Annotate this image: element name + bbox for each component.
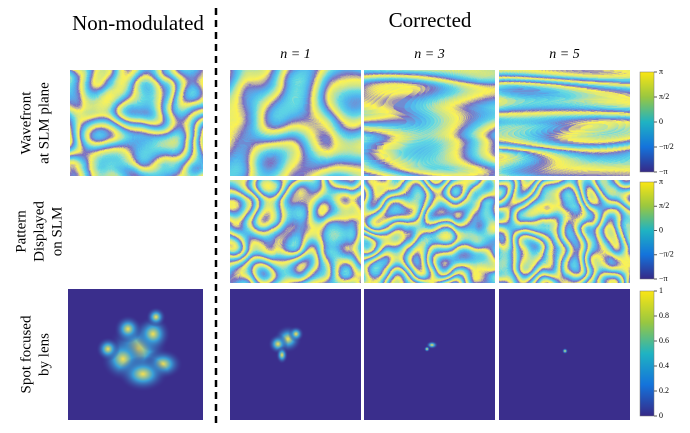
column-label: n = 3 — [414, 47, 444, 62]
phase-map — [364, 70, 495, 176]
spot — [562, 348, 568, 354]
phase-map — [499, 180, 630, 283]
spot — [96, 337, 120, 361]
colorbar — [640, 72, 654, 172]
phase-map — [230, 70, 361, 176]
figure: Non-modulated Corrected n = 1 n = 3 n = 5 W… — [0, 0, 690, 428]
phase-map — [230, 180, 361, 283]
row-label: Pattern — [13, 210, 29, 253]
phase-map — [364, 180, 495, 283]
row-label: Displayed — [31, 201, 47, 262]
right-header: Corrected — [389, 8, 472, 32]
colorbar-tick-label: 0 — [659, 225, 663, 234]
column-label: n = 5 — [549, 47, 579, 62]
colorbar — [640, 182, 654, 279]
row-label: by lens — [36, 333, 52, 376]
intensity-map — [230, 289, 361, 420]
spot — [288, 326, 304, 342]
colorbar-tick-label: 0 — [659, 117, 663, 126]
colorbar-tick-label: −π/2 — [659, 250, 674, 259]
colorbar-tick-label: π — [659, 177, 663, 186]
spot — [114, 315, 142, 343]
spot — [146, 307, 166, 327]
colorbar-tick-label: 0.2 — [659, 386, 669, 395]
spot — [424, 346, 430, 352]
colorbar-tick-label: 0 — [659, 411, 663, 420]
colorbar — [640, 291, 654, 416]
column-label: n = 1 — [280, 47, 310, 62]
spot — [118, 356, 168, 392]
phase-map — [70, 70, 203, 176]
colorbar-tick-label: 0.4 — [659, 361, 669, 370]
row-label: on SLM — [49, 207, 65, 257]
intensity-map — [499, 289, 630, 420]
intensity-map — [364, 289, 495, 420]
colorbar-tick-label: π/2 — [659, 92, 669, 101]
row-label: Wavefront — [18, 91, 34, 155]
colorbar-tick-label: 1 — [659, 286, 663, 295]
colorbar-tick-label: −π/2 — [659, 142, 674, 151]
left-header: Non-modulated — [72, 11, 204, 35]
colorbar-tick-label: 0.6 — [659, 336, 669, 345]
colorbar-tick-label: π — [659, 67, 663, 76]
phase-map — [499, 70, 630, 176]
spot — [276, 346, 288, 364]
colorbar-tick-label: −π — [659, 274, 668, 283]
colorbar-tick-label: 0.8 — [659, 311, 669, 320]
colorbar-tick-label: π/2 — [659, 201, 669, 210]
colorbar-tick-label: −π — [659, 167, 668, 176]
row-label: at SLM plane — [36, 82, 52, 164]
row-label: Spot focused — [18, 315, 34, 393]
